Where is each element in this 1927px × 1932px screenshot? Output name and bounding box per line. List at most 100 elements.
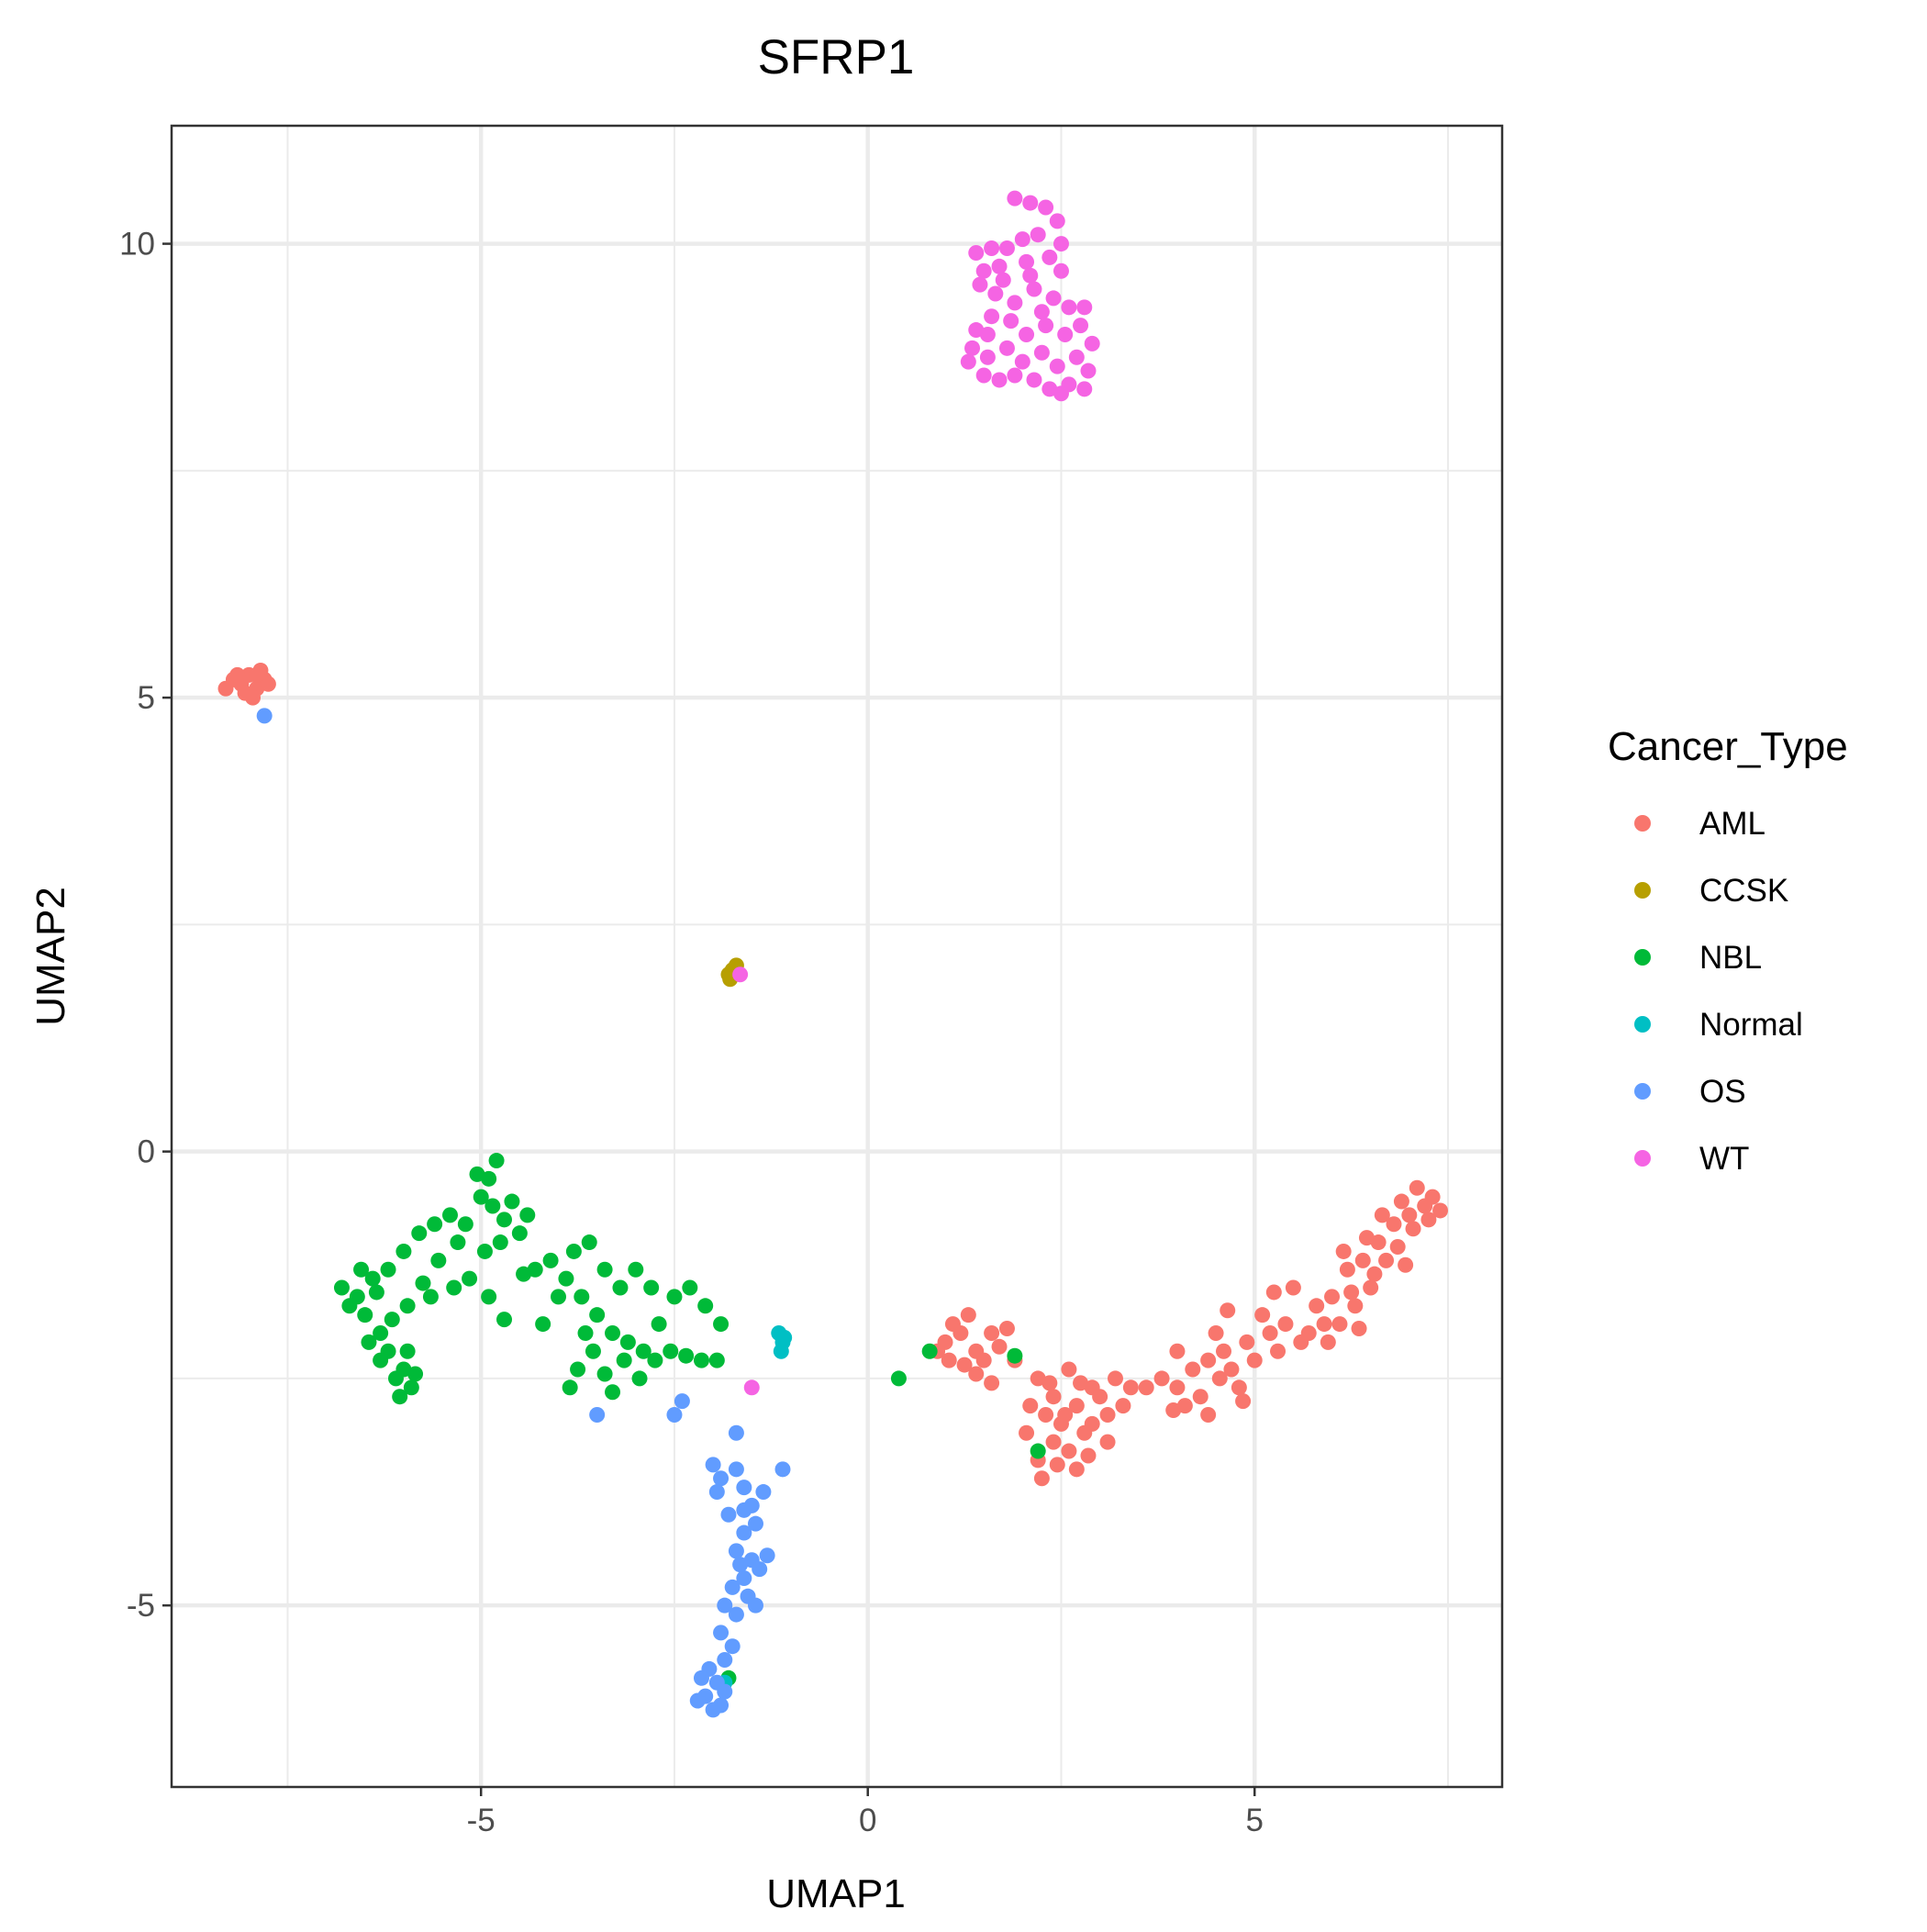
data-point [1007,367,1023,384]
data-point [1262,1324,1278,1341]
data-point [1351,1321,1367,1337]
data-point [732,1557,749,1573]
data-point [1420,1212,1437,1228]
data-point [682,1279,698,1296]
data-point [1347,1298,1364,1314]
data-point [736,1480,752,1496]
data-point [1022,267,1039,284]
data-point [1386,1216,1402,1233]
data-point [1007,1347,1023,1364]
data-point [1026,372,1042,388]
data-point [1169,1343,1186,1359]
data-point [1200,1352,1217,1368]
data-point [441,1207,458,1223]
data-point [1026,281,1042,297]
data-point [1216,1343,1232,1359]
panel-border [170,124,1504,1789]
data-point [1073,1375,1089,1391]
data-point [249,666,265,683]
data-point [612,1279,629,1296]
data-point [956,1357,973,1373]
data-point [1335,1243,1352,1259]
data-point [1185,1361,1201,1378]
data-point [1014,353,1030,370]
data-point [1057,326,1074,342]
data-point [705,1702,721,1718]
data-point [392,1389,408,1405]
x-axis-title: UMAP1 [766,1871,906,1916]
data-point [1378,1252,1395,1268]
data-point [1057,1406,1074,1423]
data-point [1053,262,1069,279]
data-point [635,1343,652,1359]
data-point [1068,1461,1085,1478]
data-point [1432,1202,1449,1219]
data-point [605,1384,621,1401]
data-point [1265,1284,1282,1301]
data-point [430,1252,447,1268]
data-point [422,1289,439,1305]
data-point [1038,1406,1054,1423]
data-point [717,1683,733,1700]
data-point [773,1343,789,1359]
data-point [975,262,992,279]
data-point [535,1316,551,1333]
data-point [565,1243,582,1259]
data-point [979,326,996,342]
data-point [1316,1316,1332,1333]
series-aml [217,662,1449,1487]
data-point [724,1579,741,1595]
data-point [984,240,1000,257]
data-point [1038,318,1054,334]
data-point [776,1329,793,1346]
data-point [663,1343,679,1359]
data-point [462,1270,478,1287]
data-point [1320,1334,1336,1350]
data-point [1169,1379,1186,1396]
data-point [511,1225,528,1242]
data-point [496,1212,512,1228]
data-point [1208,1324,1224,1341]
legend-label-nbl: NBL [1699,940,1762,976]
data-point [1343,1284,1360,1301]
data-point [516,1266,532,1282]
data-points [217,190,1449,1718]
data-point [743,1379,760,1396]
data-point [759,1547,775,1564]
data-point [717,1597,733,1614]
data-point [689,1692,706,1709]
data-point [380,1261,396,1278]
data-point [1165,1402,1182,1419]
data-point [364,1270,381,1287]
data-point [1405,1221,1421,1237]
data-point [1200,1406,1217,1423]
data-point [1033,1470,1050,1487]
series-nbl [333,1153,1046,1686]
data-point [1331,1316,1348,1333]
data-point [1080,1447,1097,1464]
data-point [736,1502,752,1518]
data-point [728,1461,744,1478]
data-point [752,1561,768,1578]
data-point [975,367,992,384]
data-point [373,1324,389,1341]
data-point [1389,1239,1406,1256]
data-point [256,708,273,724]
data-point [1045,1389,1062,1405]
data-point [1061,299,1077,316]
data-point [1424,1189,1441,1205]
data-point [589,1307,606,1323]
data-point [984,1375,1000,1391]
legend: Cancer_Type AML CCSK NBL Normal OS WT [1608,724,1848,1177]
data-point [581,1234,597,1251]
data-point [998,1321,1015,1337]
data-point [1003,313,1019,329]
data-point [1153,1370,1170,1387]
data-point [570,1361,586,1378]
data-point [647,1352,663,1368]
data-point [1285,1279,1301,1296]
data-point [717,1652,733,1669]
data-point [1030,1443,1046,1459]
data-point [890,1370,907,1387]
